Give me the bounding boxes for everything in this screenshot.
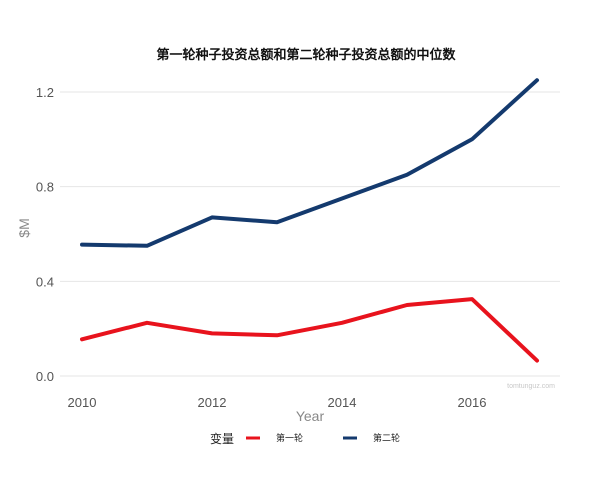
series <box>80 78 539 363</box>
series-line-1 <box>80 297 539 363</box>
y-axis: 0.0 0.4 0.8 1.2 <box>36 85 54 384</box>
legend-label-1: 第一轮 <box>276 432 303 444</box>
x-axis-title: Year <box>296 408 325 424</box>
legend-label-2: 第二轮 <box>373 432 400 444</box>
y-tick-label: 0.8 <box>36 180 54 195</box>
legend-title: 变量 <box>210 431 234 446</box>
y-tick-label: 0.4 <box>36 274 54 289</box>
x-tick-label: 2010 <box>68 395 97 410</box>
watermark: tomtunguz.com <box>507 383 555 390</box>
chart-title: 第一轮种子投资总额和第二轮种子投资总额的中位数 <box>156 47 456 63</box>
x-tick-label: 2016 <box>458 395 487 410</box>
grid <box>60 91 560 377</box>
y-tick-label: 0.0 <box>36 369 54 384</box>
x-tick-label: 2014 <box>328 395 357 410</box>
x-axis: 2010 2012 2014 2016 <box>68 395 487 410</box>
legend: 变量 第一轮 第二轮 <box>210 431 400 446</box>
series-line-2 <box>80 78 539 248</box>
y-axis-title: $M <box>16 218 32 237</box>
y-tick-label: 1.2 <box>36 85 54 100</box>
x-tick-label: 2012 <box>198 395 227 410</box>
